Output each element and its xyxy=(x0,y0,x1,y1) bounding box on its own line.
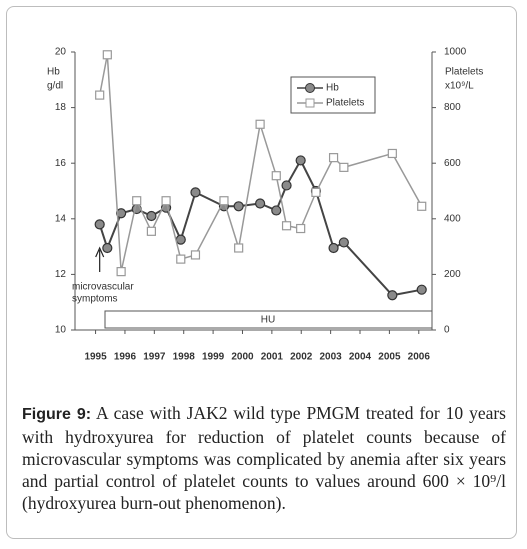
y2-tick-label: 0 xyxy=(444,325,450,336)
point xyxy=(190,250,201,260)
point xyxy=(146,210,157,222)
point xyxy=(146,226,156,236)
y-tick-label: 12 xyxy=(55,269,67,280)
legend-box xyxy=(290,76,376,114)
point xyxy=(311,187,321,197)
treatment-band xyxy=(104,310,433,329)
point xyxy=(255,198,266,209)
point xyxy=(102,50,112,60)
y2-tick-label: 1000 xyxy=(444,47,467,58)
y2-tick-label: 200 xyxy=(444,269,461,280)
x-tick-label: 2000 xyxy=(231,352,254,363)
x-tick-label: 1997 xyxy=(143,352,166,363)
point xyxy=(338,237,349,248)
x-tick-label: 2003 xyxy=(320,352,343,363)
legend-label: Hb xyxy=(326,83,339,94)
point xyxy=(339,162,349,172)
point xyxy=(296,223,306,234)
y-tick-label: 10 xyxy=(55,325,67,336)
point xyxy=(281,221,292,231)
legend-marker xyxy=(305,83,315,93)
annotation: symptoms xyxy=(72,294,118,305)
x-tick-label: 1999 xyxy=(202,352,225,363)
figure-frame xyxy=(6,6,517,539)
point xyxy=(387,148,397,159)
point xyxy=(387,290,398,301)
y2-tick-label: 800 xyxy=(444,102,461,113)
legend-marker xyxy=(305,98,315,108)
point xyxy=(176,254,186,264)
point xyxy=(271,171,281,181)
y-tick-label: 20 xyxy=(55,47,67,58)
x-tick-label: 1998 xyxy=(173,352,196,363)
point xyxy=(281,180,292,191)
y-tick-label: 16 xyxy=(55,158,67,169)
point xyxy=(417,201,427,211)
caption-text: A case with JAK2 wild type PMGM treated … xyxy=(22,403,506,513)
y2-axis-label: x10⁹/L xyxy=(445,81,474,92)
x-tick-label: 2005 xyxy=(378,352,401,363)
point xyxy=(116,208,127,219)
y-tick-label: 14 xyxy=(55,213,67,224)
treatment-band-label: HU xyxy=(261,315,275,326)
point xyxy=(271,205,282,216)
point xyxy=(295,155,306,166)
y2-axis-label: Platelets xyxy=(445,67,483,78)
y-axis-label: g/dl xyxy=(47,81,63,92)
legend-label: Platelets xyxy=(326,98,364,109)
annotation-arrowhead xyxy=(95,246,105,258)
y-tick-label: 18 xyxy=(55,102,67,113)
point xyxy=(234,243,244,253)
point xyxy=(132,196,142,206)
point xyxy=(190,187,201,198)
point xyxy=(116,267,126,277)
point xyxy=(175,234,186,245)
point xyxy=(416,284,427,295)
x-tick-label: 2004 xyxy=(349,352,372,363)
caption: Figure 9: A case with JAK2 wild type PMG… xyxy=(22,402,506,514)
point xyxy=(328,153,339,163)
y2-tick-label: 600 xyxy=(444,158,461,169)
point xyxy=(255,119,265,129)
x-tick-label: 1996 xyxy=(114,352,137,363)
y-axis-label: Hb xyxy=(47,67,60,78)
x-tick-label: 2006 xyxy=(408,352,431,363)
caption-label: Figure 9: xyxy=(22,406,92,423)
point xyxy=(233,201,244,212)
point xyxy=(219,196,229,206)
point xyxy=(94,219,105,230)
point xyxy=(161,196,171,206)
point xyxy=(328,242,339,254)
x-tick-label: 2002 xyxy=(290,352,313,363)
point xyxy=(95,90,105,100)
y2-tick-label: 400 xyxy=(444,213,461,224)
annotation: microvascular xyxy=(72,282,134,293)
x-tick-label: 1995 xyxy=(84,352,107,363)
point xyxy=(102,242,113,254)
x-tick-label: 2001 xyxy=(261,352,284,363)
